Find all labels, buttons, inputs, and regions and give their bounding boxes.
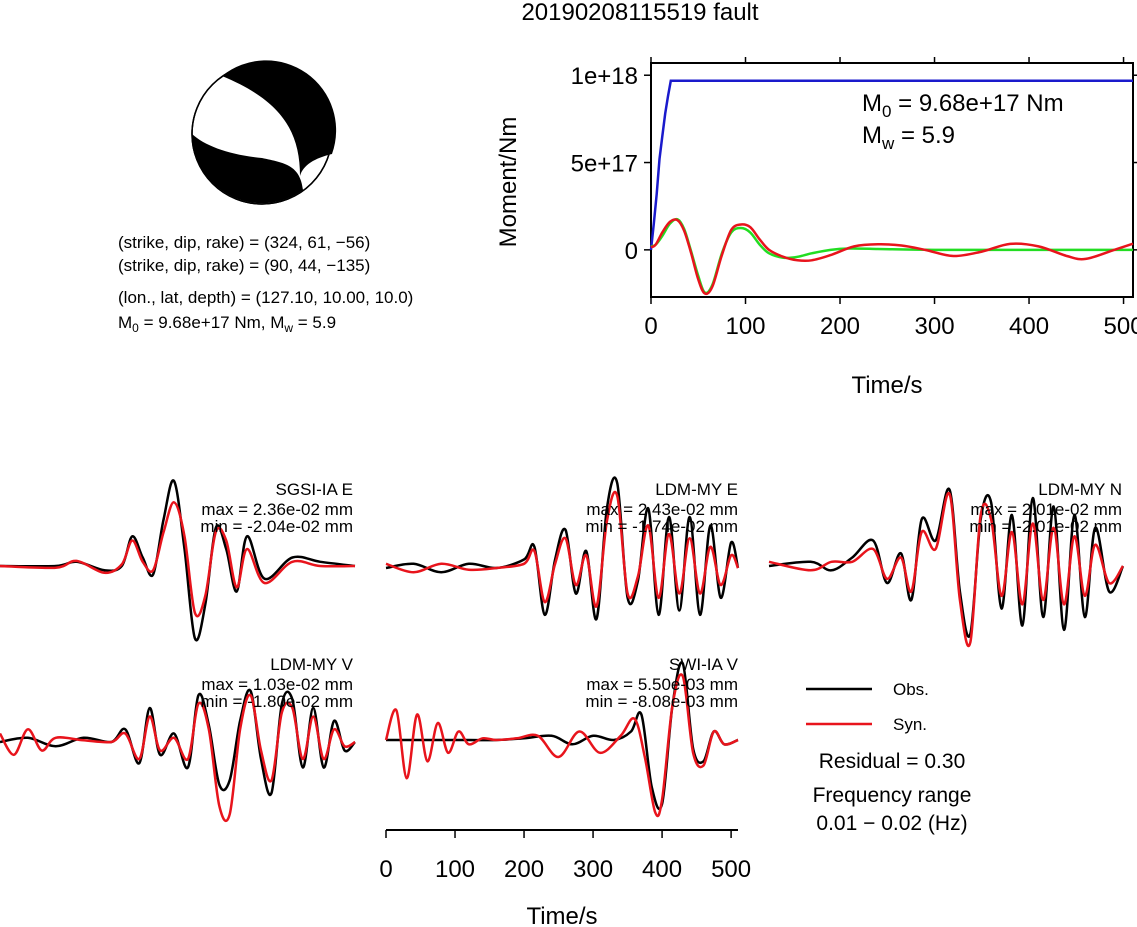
moment-m0-annotation: M0 = 9.68e+17 Nm [862,90,1064,121]
moment-rate-green-line [650,217,1133,295]
synthetic-trace [0,501,356,618]
moment-summary: M0 = 9.68e+17 Nm, Mw = 5.9 [118,313,336,335]
waveform-xtick-label: 0 [379,856,392,883]
synthetic-trace [385,490,740,608]
min-amplitude-label: min = -2.01e-02 mm [969,517,1122,536]
station-label: LDM-MY V [270,655,353,674]
waveform-xtick-label: 300 [573,856,613,883]
synthetic-trace [0,693,356,823]
synthetic-trace [384,673,739,818]
legend-obs-label: Obs. [893,680,929,699]
max-amplitude-label: max = 2.01e-02 mm [970,500,1122,519]
moment-xtick-label: 300 [915,313,955,340]
legend: Obs. Syn. Residual = 0.30 Frequency rang… [806,680,971,835]
legend-syn-label: Syn. [893,715,927,734]
waveform-xtick-label: 200 [504,856,544,883]
moment-rate-red-line [650,218,1134,296]
max-amplitude-label: max = 2.36e-02 mm [201,500,353,519]
moment-ytick-label: 5e+17 [571,151,638,178]
max-amplitude-label: max = 5.50e-03 mm [586,675,738,694]
moment-ytick-label: 0 [625,238,638,265]
beachball-icon [191,60,337,205]
moment-ylabel: Moment/Nm [495,117,522,248]
nodal-plane-2: (strike, dip, rake) = (90, 44, −135) [118,256,370,275]
waveform-xtick-label: 100 [435,856,475,883]
moment-ytick-label: 1e+18 [571,63,638,90]
observed-trace [385,476,740,621]
max-amplitude-label: max = 1.03e-02 mm [201,675,353,694]
moment-xtick-label: 100 [725,313,765,340]
synthetic-trace [768,491,1125,647]
min-amplitude-label: min = -2.04e-02 mm [200,517,353,536]
waveform-time-axis: 0 100 200 300 400 500 Time/s [379,829,751,927]
station-label: LDM-MY E [655,480,738,499]
observed-trace [768,487,1125,638]
figure-title: 20190208115519 fault [521,0,758,26]
min-amplitude-label: min = -1.80e-02 mm [200,692,353,711]
hypocenter: (lon., lat, depth) = (127.10, 10.00, 10.… [118,288,413,307]
min-amplitude-label: min = -1.74e-02 mm [585,517,738,536]
moment-xlabel: Time/s [851,372,922,399]
moment-mw-annotation: Mw = 5.9 [862,122,955,153]
station-label: LDM-MY N [1038,480,1122,499]
moment-cumulative-line [649,79,1133,251]
waveform-xtick-label: 400 [642,856,682,883]
moment-xtick-label: 0 [644,313,657,340]
moment-xtick-label: 500 [1104,313,1137,340]
moment-xtick-label: 400 [1009,313,1049,340]
focal-info: (strike, dip, rake) = (324, 61, −56) (st… [118,233,413,335]
station-label: SGSI-IA E [276,480,353,499]
moment-chart: 0 100 200 300 400 500 0 5e+17 1e+18 Time/s Mome… [495,57,1137,399]
frequency-range-value: 0.01 − 0.02 (Hz) [816,812,967,835]
nodal-plane-1: (strike, dip, rake) = (324, 61, −56) [118,233,370,252]
residual-text: Residual = 0.30 [819,750,966,773]
waveform-xlabel: Time/s [526,903,597,927]
frequency-range-label: Frequency range [813,784,972,807]
waveform-xtick-label: 500 [711,856,751,883]
moment-xtick-label: 200 [820,313,860,340]
station-label: SWI-IA V [669,655,739,674]
max-amplitude-label: max = 2.43e-02 mm [586,500,738,519]
moment-chart-frame [650,62,1134,298]
min-amplitude-label: min = -8.08e-03 mm [585,692,738,711]
